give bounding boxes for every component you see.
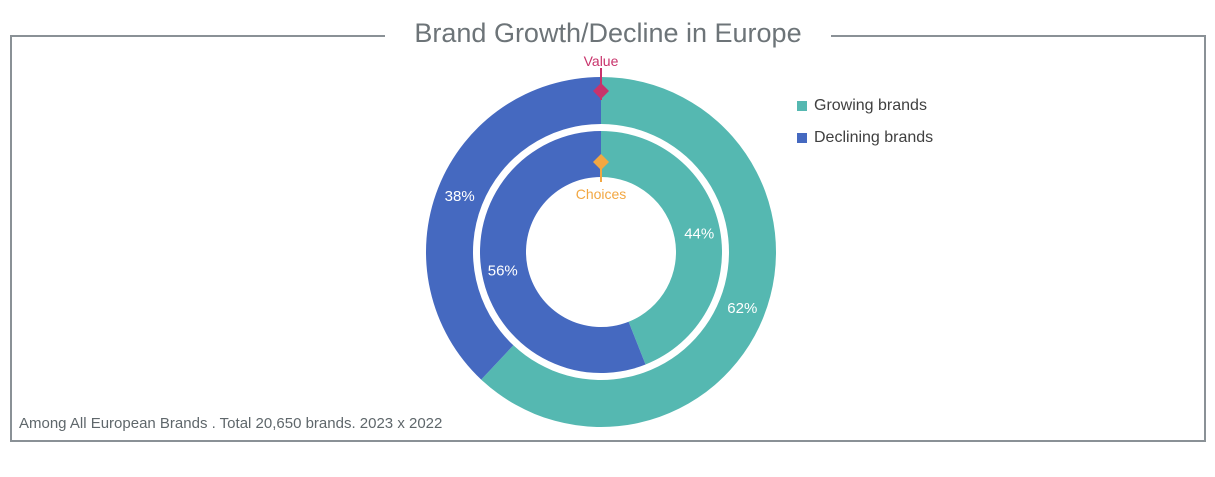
outer-slice-growing[interactable] [481,77,776,428]
legend-label-declining: Declining brands [814,129,934,146]
outer-slice-declining[interactable] [426,77,601,380]
outer-label-growing: 62% [727,300,757,317]
legend: Growing brands Declining brands [797,90,933,154]
legend-label-growing: Growing brands [814,97,927,114]
chart-footnote: Among All European Brands . Total 20,650… [19,415,443,432]
legend-swatch-growing [797,101,807,111]
legend-item-growing[interactable]: Growing brands [797,90,933,122]
inner-ring-choices [480,131,723,373]
inner-label-growing: 44% [684,225,714,242]
value-marker-icon [593,83,609,99]
choices-marker-label: Choices [576,186,627,202]
legend-swatch-declining [797,133,807,143]
choices-marker-icon [593,154,609,170]
outer-ring-value [426,77,776,428]
inner-slice-growing[interactable] [601,131,723,365]
outer-label-declining: 38% [445,188,475,205]
data-labels: 62% 38% 44% 56% [445,188,758,317]
inner-slice-declining[interactable] [480,131,646,373]
legend-item-declining[interactable]: Declining brands [797,122,933,154]
value-marker-label: Value [584,53,619,69]
series-markers: Value Choices [576,53,627,202]
inner-label-declining: 56% [488,263,518,280]
chart-title: Brand Growth/Decline in Europe [385,14,831,54]
